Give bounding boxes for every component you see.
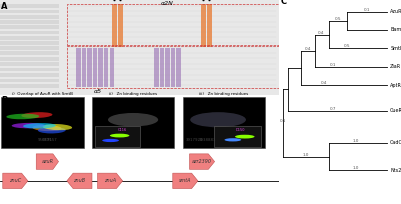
Text: AzuR: AzuR <box>390 9 401 14</box>
Text: 3938883: 3938883 <box>198 138 216 142</box>
Ellipse shape <box>32 125 61 131</box>
Bar <box>165 48 170 87</box>
Ellipse shape <box>190 112 246 127</box>
Text: 3917921: 3917921 <box>185 138 203 142</box>
Text: 0.4: 0.4 <box>321 81 327 85</box>
Text: α2N: α2N <box>161 1 174 6</box>
Bar <box>117 4 123 48</box>
Bar <box>176 48 181 87</box>
Bar <box>0 31 59 34</box>
Bar <box>0 84 59 88</box>
Bar <box>93 48 97 87</box>
Text: azr2390: azr2390 <box>192 159 212 164</box>
Text: B: B <box>1 96 8 105</box>
Bar <box>104 48 108 87</box>
Bar <box>109 48 114 87</box>
Bar <box>0 79 59 82</box>
Text: 956795: 956795 <box>38 138 52 142</box>
Bar <box>207 4 212 48</box>
Polygon shape <box>3 173 28 188</box>
Text: 0.4: 0.4 <box>318 31 324 34</box>
Ellipse shape <box>12 123 45 128</box>
Bar <box>98 48 103 87</box>
Polygon shape <box>36 154 59 169</box>
Bar <box>92 97 174 148</box>
Bar <box>0 62 59 66</box>
Text: 0.1: 0.1 <box>330 63 336 67</box>
Text: 0.4: 0.4 <box>304 47 311 51</box>
Bar <box>160 48 164 87</box>
Bar <box>0 73 59 77</box>
Text: C116: C116 <box>117 128 126 132</box>
Bar <box>0 57 59 61</box>
Text: 957157: 957157 <box>43 138 57 142</box>
Polygon shape <box>190 154 215 169</box>
Text: 0.5: 0.5 <box>334 17 341 21</box>
Bar <box>0 20 59 24</box>
Circle shape <box>102 139 119 142</box>
Text: ii)   Zn binding residues: ii) Zn binding residues <box>109 92 157 96</box>
Bar <box>182 97 265 148</box>
Bar <box>0 15 59 19</box>
Ellipse shape <box>6 114 39 119</box>
Bar <box>1 97 83 148</box>
Bar <box>112 4 117 48</box>
Text: 0.1: 0.1 <box>280 119 286 123</box>
Bar <box>0 68 59 71</box>
Text: znuC: znuC <box>9 178 21 183</box>
Bar <box>154 48 158 87</box>
Text: CadC: CadC <box>390 140 401 145</box>
Bar <box>214 126 261 147</box>
Polygon shape <box>173 173 198 188</box>
Bar <box>0 4 59 8</box>
Bar <box>67 47 279 88</box>
Circle shape <box>110 134 130 137</box>
Text: AptR: AptR <box>390 83 401 88</box>
Text: 0.7: 0.7 <box>330 107 336 111</box>
Bar <box>0 36 59 40</box>
Text: 0.5: 0.5 <box>343 44 350 48</box>
Text: BamR: BamR <box>390 28 401 32</box>
Ellipse shape <box>21 112 53 118</box>
Bar <box>82 48 86 87</box>
Ellipse shape <box>43 124 72 130</box>
Text: SmtB: SmtB <box>390 46 401 51</box>
Bar <box>0 46 59 50</box>
Text: znuA: znuA <box>104 178 116 183</box>
Bar <box>95 126 140 147</box>
Bar <box>201 4 206 48</box>
Text: CueR: CueR <box>390 108 401 113</box>
Text: D150: D150 <box>235 128 245 132</box>
Text: 1.0: 1.0 <box>352 139 359 143</box>
Text: azuR: azuR <box>41 159 53 164</box>
Bar <box>0 51 59 55</box>
Bar <box>76 48 81 87</box>
Circle shape <box>235 135 255 139</box>
Text: iii)   Zn binding residues: iii) Zn binding residues <box>199 92 248 96</box>
Text: A: A <box>1 2 8 11</box>
Text: Nts2358: Nts2358 <box>390 168 401 173</box>
Bar <box>0 41 59 45</box>
Bar <box>0 10 59 13</box>
Text: i)  Overlap of AzuR with SmtB: i) Overlap of AzuR with SmtB <box>12 92 73 96</box>
Text: 1.0: 1.0 <box>303 153 309 157</box>
Bar <box>87 48 92 87</box>
Polygon shape <box>67 173 92 188</box>
Text: ZiaR: ZiaR <box>390 64 401 69</box>
Text: 1.0: 1.0 <box>352 166 359 171</box>
Ellipse shape <box>23 123 56 129</box>
Text: α5: α5 <box>93 89 101 94</box>
Text: 0.1: 0.1 <box>363 8 370 11</box>
Bar <box>0 26 59 29</box>
Text: smtA: smtA <box>179 178 192 183</box>
Circle shape <box>225 138 241 141</box>
Ellipse shape <box>38 127 66 133</box>
Bar <box>171 48 175 87</box>
Text: C: C <box>281 0 287 6</box>
Bar <box>67 4 279 45</box>
Text: znuB: znuB <box>73 178 85 183</box>
Ellipse shape <box>108 113 158 126</box>
Polygon shape <box>97 173 123 188</box>
